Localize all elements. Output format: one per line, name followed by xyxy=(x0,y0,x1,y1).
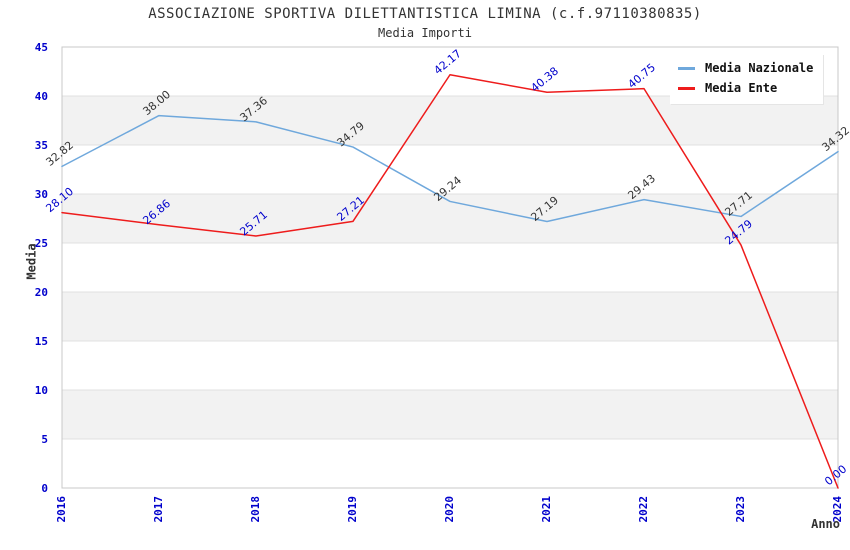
y-tick-label: 30 xyxy=(35,188,48,201)
legend: Media Nazionale Media Ente xyxy=(670,54,824,104)
y-tick-label: 5 xyxy=(41,433,48,446)
legend-label-media-ente: Media Ente xyxy=(705,81,778,95)
x-tick-label: 2022 xyxy=(637,496,650,523)
legend-label-media-nazionale: Media Nazionale xyxy=(705,61,814,75)
plot-band xyxy=(62,96,838,145)
series-line-media-nazionale xyxy=(61,114,839,223)
x-axis-label: Anno xyxy=(811,517,840,531)
plot-band xyxy=(62,292,838,341)
x-tick-label: 2020 xyxy=(443,496,456,523)
x-tick-label: 2023 xyxy=(734,496,747,523)
plot-band xyxy=(62,390,838,439)
legend-swatch-media-nazionale-icon xyxy=(678,66,695,70)
chart-title: ASSOCIAZIONE SPORTIVA DILETTANTISTICA LI… xyxy=(148,6,702,22)
y-tick-label: 20 xyxy=(35,286,48,299)
series-line-media-ente xyxy=(61,73,839,489)
legend-swatch-media-ente-icon xyxy=(678,86,695,90)
chart-subtitle: Media Importi xyxy=(378,26,472,40)
data-label: 32.82 xyxy=(44,139,76,169)
data-label: 42.17 xyxy=(432,47,464,77)
y-tick-label: 40 xyxy=(35,90,48,103)
plot-border xyxy=(61,46,839,489)
x-tick-label: 2019 xyxy=(346,496,359,523)
x-tick-label: 2018 xyxy=(249,496,262,523)
data-label: 40.38 xyxy=(529,64,561,94)
x-tick-label: 2016 xyxy=(55,496,68,523)
data-label: 40.75 xyxy=(626,61,658,91)
legend-item-media-ente: Media Ente xyxy=(678,78,813,98)
x-tick-label: 2021 xyxy=(540,496,553,523)
y-axis-label: Media xyxy=(24,243,39,280)
y-tick-label: 25 xyxy=(35,237,48,250)
x-tick-label: 2017 xyxy=(152,496,165,523)
y-tick-label: 10 xyxy=(35,384,48,397)
y-tick-label: 15 xyxy=(35,335,48,348)
y-tick-label: 35 xyxy=(35,139,48,152)
y-tick-label: 45 xyxy=(35,41,48,54)
x-tick-label: 2024 xyxy=(831,496,844,523)
legend-item-media-nazionale: Media Nazionale xyxy=(678,58,813,78)
y-tick-label: 0 xyxy=(41,482,48,495)
